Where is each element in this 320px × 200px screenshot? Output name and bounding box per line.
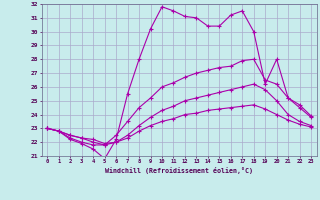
X-axis label: Windchill (Refroidissement éolien,°C): Windchill (Refroidissement éolien,°C) xyxy=(105,167,253,174)
